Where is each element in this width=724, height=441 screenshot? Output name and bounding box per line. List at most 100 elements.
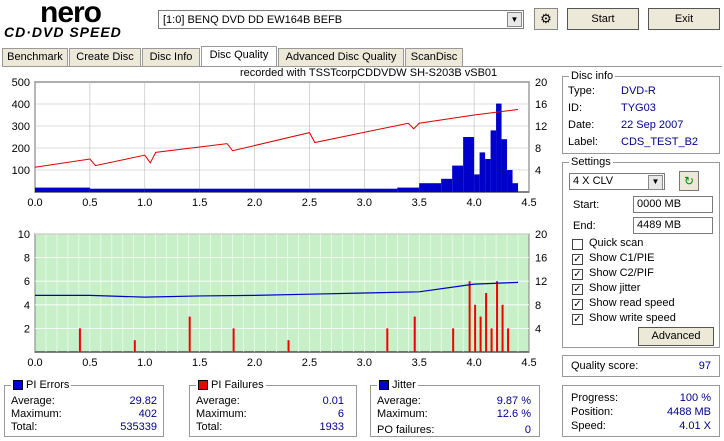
- x-tick-label: 2.5: [302, 197, 317, 209]
- pi-failure-bar: [501, 304, 504, 352]
- disc-label-label: Label:: [568, 136, 598, 148]
- y-tick-label: 200: [12, 143, 30, 155]
- pi-failure-bar: [452, 328, 455, 352]
- show-write-speed-checkbox[interactable]: ✓: [572, 314, 583, 325]
- chevron-down-icon[interactable]: ▼: [507, 12, 522, 27]
- pi-errors-avg-value: 29.82: [129, 395, 157, 407]
- pi-error-bar: [452, 165, 464, 192]
- show-c2-pif-checkbox[interactable]: ✓: [572, 269, 583, 280]
- x-tick-label: 4.5: [521, 197, 536, 209]
- pi-error-bar: [512, 183, 519, 192]
- quality-score-panel: Quality score: 97: [562, 355, 720, 377]
- start-button[interactable]: Start: [567, 8, 639, 30]
- pi-error-bar: [490, 130, 497, 192]
- pi-failures-total-label: Total:: [196, 421, 223, 433]
- show-jitter-checkbox[interactable]: ✓: [572, 284, 583, 295]
- pi-error-bar: [254, 188, 310, 192]
- y-tick-label: 4: [24, 300, 30, 312]
- x-tick-label: 4.0: [466, 197, 481, 209]
- tab-disc-info[interactable]: Disc Info: [142, 48, 200, 66]
- pi-errors-title: PI Errors: [11, 379, 72, 391]
- end-field[interactable]: 4489 MB: [633, 217, 713, 234]
- y-right-tick-label: 20: [535, 229, 547, 241]
- quick-scan-checkbox[interactable]: [572, 239, 583, 250]
- x-tick-label: 1.5: [192, 197, 207, 209]
- x-tick-label: 2.0: [247, 357, 262, 369]
- settings-title: Settings: [569, 156, 613, 168]
- tab-create-disc[interactable]: Create Disc: [69, 48, 141, 66]
- show-read-speed-label: Show read speed: [589, 297, 675, 309]
- drive-refresh-icon[interactable]: ⚙: [534, 8, 558, 30]
- pi-error-bar: [199, 188, 255, 192]
- pi-error-bar: [397, 187, 420, 192]
- y-tick-label: 100: [12, 165, 30, 177]
- chevron-down-icon[interactable]: ▼: [648, 175, 663, 190]
- jitter-swatch: [379, 380, 389, 391]
- jitter-avg-value: 9.87 %: [496, 395, 531, 407]
- y-tick-label: 500: [12, 77, 30, 89]
- pi-failures-max-value: 6: [337, 408, 344, 420]
- pi-failure-bar: [78, 328, 81, 352]
- jitter-panel: Jitter Average: 9.87 % Maximum: 12.6 % P…: [370, 379, 540, 437]
- y-right-tick-label: 8: [535, 300, 541, 312]
- recorded-with-label: recorded with TSSTcorpCDDVDW SH-S203B vS…: [240, 67, 498, 79]
- id-label: ID:: [568, 102, 583, 114]
- pi-failures-bars: [78, 281, 510, 352]
- pi-error-bar: [144, 188, 200, 192]
- show-jitter-label: Show jitter: [589, 282, 641, 294]
- speed-label: Speed:: [571, 420, 606, 432]
- disc-info-panel: Disc info Type: DVD-R ID: TYG03 Date: 22…: [562, 70, 720, 154]
- pi-errors-chart-area: [34, 81, 530, 193]
- pi-error-bar: [474, 174, 480, 192]
- y-right-tick-label: 16: [535, 253, 547, 265]
- pi-failure-bar: [386, 328, 389, 352]
- tab-divider: [2, 66, 722, 67]
- show-c1-pie-checkbox[interactable]: ✓: [572, 254, 583, 265]
- y-tick-label: 8: [24, 253, 30, 265]
- y-right-tick-label: 8: [535, 143, 541, 155]
- tab-scandisc[interactable]: ScanDisc: [405, 48, 463, 66]
- tab-advanced-disc-quality[interactable]: Advanced Disc Quality: [278, 48, 404, 66]
- speed-select-value: 4 X CLV: [573, 175, 614, 187]
- date-value: 22 Sep 2007: [621, 119, 684, 131]
- date-label: Date:: [568, 119, 595, 131]
- tab-benchmark[interactable]: Benchmark: [2, 48, 68, 66]
- start-field[interactable]: 0000 MB: [633, 196, 713, 213]
- pi-failures-avg-label: Average:: [196, 395, 240, 407]
- quick-scan-label: Quick scan: [589, 237, 644, 249]
- y-right-tick-label: 20: [535, 77, 547, 89]
- refresh-icon[interactable]: ↻: [679, 171, 699, 191]
- pi-errors-max-value: 402: [138, 408, 157, 420]
- disc-quality-charts: 500 400 300 200 100 20 16 12 8 4 0.0 0.5 1.0 1.5 2.0 2.…: [12, 77, 548, 369]
- speed-select[interactable]: 4 X CLV ▼: [569, 173, 665, 190]
- y-right-tick-label: 4: [535, 165, 541, 177]
- y-tick-label: 300: [12, 121, 30, 133]
- disc-info-title: Disc info: [569, 70, 616, 82]
- show-write-speed-label: Show write speed: [589, 312, 676, 324]
- y-right-tick-label: 12: [535, 121, 547, 133]
- pi-error-bar: [485, 159, 491, 192]
- exit-button[interactable]: Exit: [648, 8, 720, 30]
- pi-failure-bar: [468, 281, 471, 352]
- pi-failure-bar: [485, 293, 488, 352]
- show-c2-pif-label: Show C2/PIF: [589, 267, 654, 279]
- pi-error-bar: [89, 188, 145, 192]
- progress-value: 100 %: [679, 392, 711, 404]
- jitter-max-label: Maximum:: [377, 408, 428, 420]
- advanced-button[interactable]: Advanced: [638, 327, 714, 346]
- quality-score-label: Quality score:: [571, 360, 639, 372]
- pi-failure-bar: [496, 281, 499, 352]
- pi-errors-max-label: Maximum:: [11, 408, 62, 420]
- pi-failure-bar: [188, 316, 191, 352]
- show-c1-pie-label: Show C1/PIE: [589, 252, 655, 264]
- type-value: DVD-R: [621, 85, 656, 97]
- x-tick-label: 1.0: [137, 357, 152, 369]
- show-read-speed-checkbox[interactable]: ✓: [572, 299, 583, 310]
- jitter-line: [35, 281, 519, 298]
- cd-dvd-speed-logo: CD·DVD SPEED: [4, 24, 122, 40]
- y-right-tick-label: 16: [535, 99, 547, 111]
- pi-failures-avg-value: 0.01: [322, 395, 344, 407]
- tab-disc-quality[interactable]: Disc Quality: [201, 46, 277, 67]
- pi-failure-bar: [474, 304, 477, 352]
- drive-select[interactable]: [1:0] BENQ DVD DD EW164B BEFB ▼: [158, 10, 524, 29]
